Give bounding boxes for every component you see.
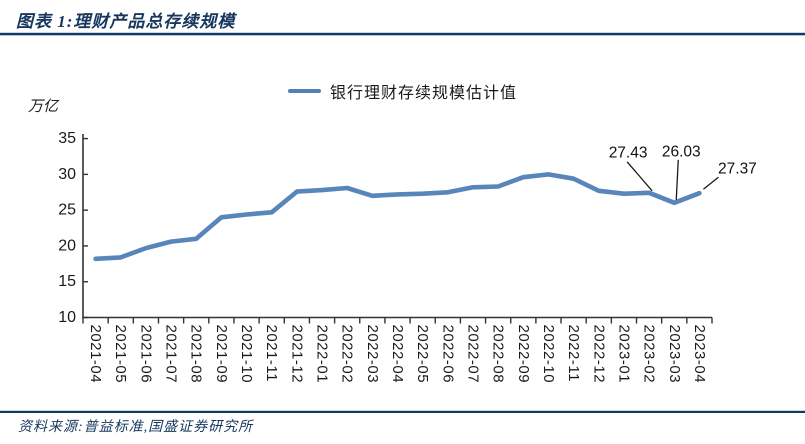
x-tick-label: 2022-05	[414, 325, 431, 384]
x-tick-label: 2022-06	[439, 325, 456, 384]
x-tick-label: 2021-06	[137, 325, 154, 384]
y-tick-label: 20	[58, 237, 76, 254]
y-tick-label: 30	[58, 166, 76, 183]
x-tick-label: 2023-01	[615, 325, 632, 384]
legend-series-label: 银行理财存续规模估计值	[329, 85, 517, 102]
y-tick-label: 15	[58, 273, 76, 290]
x-tick-label: 2022-11	[565, 325, 582, 382]
annotation-label: 26.03	[662, 143, 701, 160]
x-tick-label: 2021-11	[263, 325, 280, 382]
x-tick-label: 2021-05	[112, 325, 129, 384]
chart-legend: 银行理财存续规模估计值	[0, 80, 805, 102]
x-tick-label: 2022-04	[389, 325, 406, 384]
data-source-note: 资料来源:普益标准,国盛证券研究所	[18, 420, 254, 435]
x-tick-label: 2022-12	[590, 325, 607, 384]
x-tick-label: 2023-02	[641, 325, 658, 384]
x-tick-label: 2021-08	[188, 325, 205, 384]
x-tick-label: 2022-07	[464, 325, 481, 384]
x-tick-label: 2021-12	[288, 325, 305, 384]
figure-title: 图表 1:理财产品总存续规模	[16, 12, 236, 31]
x-tick-label: 2021-04	[87, 325, 104, 384]
x-tick-label: 2023-03	[666, 325, 683, 384]
footer-divider-rule	[0, 411, 805, 413]
x-tick-label: 2021-09	[213, 325, 230, 384]
annotation-label: 27.37	[718, 161, 757, 178]
x-tick-label: 2023-04	[691, 325, 708, 384]
x-tick-label: 2022-01	[314, 325, 331, 384]
x-tick-label: 2022-10	[540, 325, 557, 384]
x-tick-label: 2021-07	[163, 325, 180, 384]
legend-line-swatch	[287, 89, 321, 93]
x-tick-label: 2021-10	[238, 325, 255, 384]
y-tick-label: 35	[58, 130, 76, 147]
y-tick-label: 10	[58, 309, 76, 326]
annotation-leader	[703, 176, 719, 190]
annotation-label: 27.43	[609, 144, 648, 161]
y-axis-unit-label: 万亿	[28, 99, 59, 115]
x-tick-label: 2022-08	[490, 325, 507, 384]
annotation-leader	[626, 161, 653, 192]
title-divider-rule	[0, 33, 805, 35]
series-line	[93, 172, 702, 262]
x-tick-label: 2022-09	[515, 325, 532, 384]
annotation-leader	[675, 159, 679, 200]
y-tick-label: 25	[58, 202, 76, 219]
x-tick-label: 2022-02	[339, 325, 356, 384]
x-tick-label: 2022-03	[364, 325, 381, 384]
